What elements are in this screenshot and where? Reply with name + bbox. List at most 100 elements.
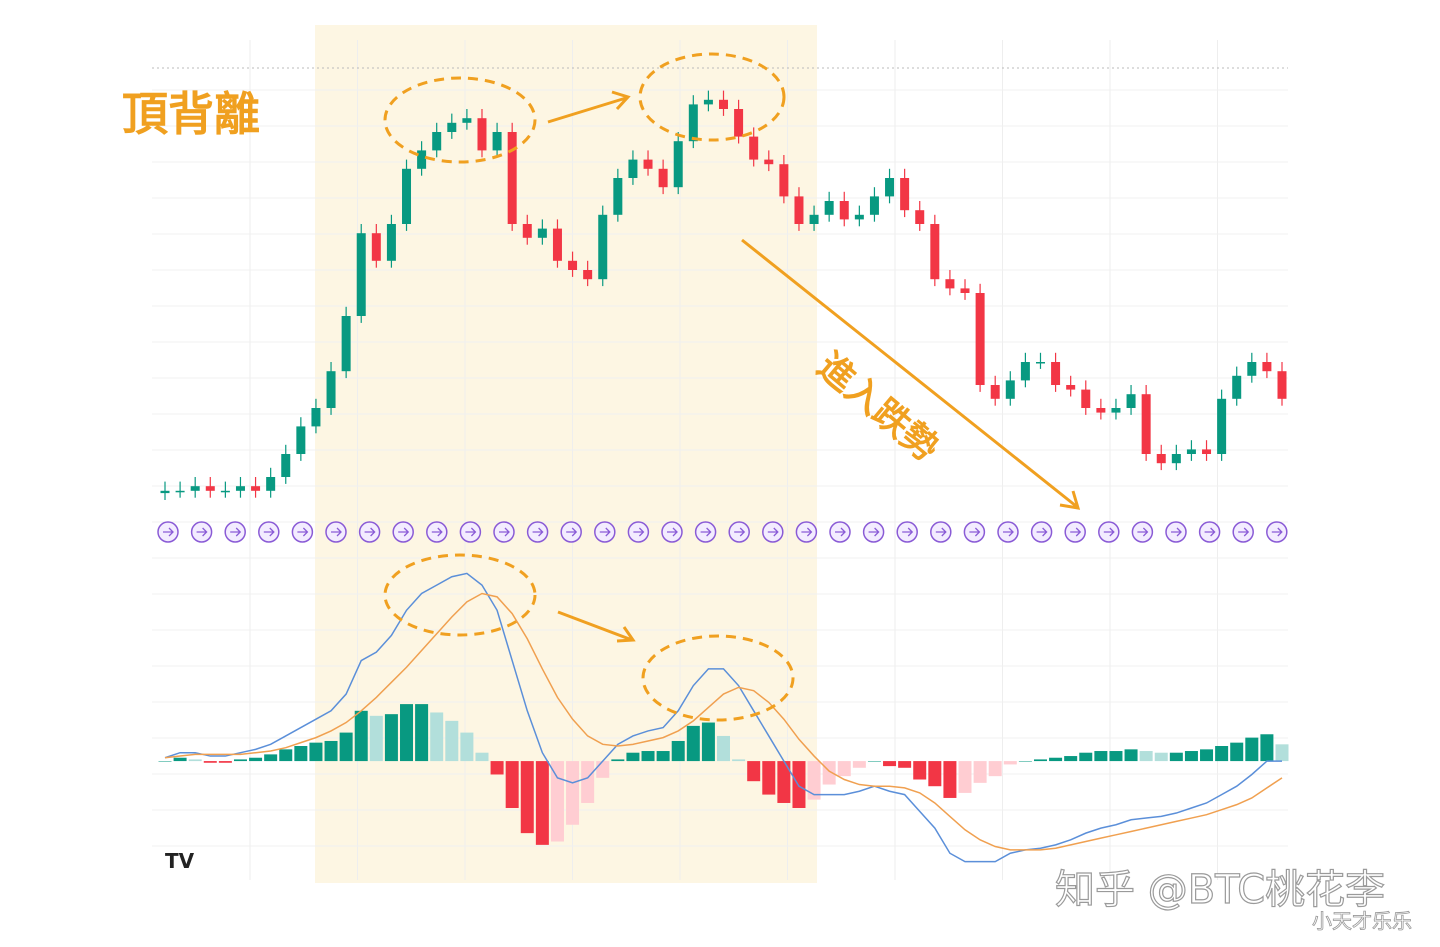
macd-histogram-bar	[898, 761, 912, 768]
candle-body	[1111, 408, 1121, 413]
candle-body	[311, 408, 321, 427]
candle-body	[1081, 389, 1091, 408]
macd-histogram-bar	[203, 761, 217, 763]
candle-body	[839, 201, 849, 220]
event-icon-glyph	[1070, 527, 1082, 537]
candle-body	[432, 132, 442, 151]
marks	[158, 90, 1289, 863]
macd-histogram-bar	[550, 761, 564, 842]
macd-histogram-bar	[384, 714, 398, 762]
macd-histogram-bar	[324, 740, 338, 762]
event-icon-glyph	[1171, 527, 1182, 537]
macd-histogram-bar	[807, 761, 821, 800]
divergence-ellipse	[638, 52, 786, 142]
macd-histogram-bar	[792, 761, 806, 808]
event-icon-glyph	[633, 527, 645, 537]
candle-body	[235, 486, 245, 491]
macd-histogram-bar	[1245, 737, 1259, 762]
candle-body	[462, 118, 472, 123]
macd-histogram-bar	[732, 759, 746, 762]
event-icon-glyph	[1137, 527, 1149, 537]
candle-body	[1202, 449, 1212, 454]
macd-histogram-bar	[837, 761, 851, 777]
candle-body	[960, 288, 970, 293]
candle-body	[809, 214, 819, 224]
candle-body	[1277, 371, 1287, 399]
candle-body	[1156, 454, 1166, 464]
macd-histogram-bar	[1064, 756, 1078, 762]
event-icon-glyph	[902, 527, 914, 537]
event-icon-glyph	[935, 527, 947, 537]
event-icon-glyph	[499, 527, 510, 537]
event-icon-glyph	[734, 527, 746, 537]
signal-line	[164, 592, 1283, 851]
event-icon-glyph	[1103, 527, 1115, 537]
macd-histogram-bar	[279, 749, 293, 762]
candle-body	[1126, 394, 1136, 408]
candle-body	[371, 233, 381, 261]
event-icons	[157, 521, 1288, 543]
macd-histogram-bar	[354, 710, 368, 762]
macd-histogram-bar	[671, 740, 685, 762]
macd-histogram-bar	[294, 746, 308, 762]
macd-histogram-bar	[1079, 752, 1093, 762]
macd-histogram-bar	[626, 752, 640, 762]
candle-body	[1232, 375, 1242, 399]
candle-body	[402, 168, 412, 224]
candle-body	[220, 490, 230, 493]
macd-histogram-bar	[188, 759, 202, 762]
macd-histogram-bar	[173, 757, 187, 762]
event-icon-glyph	[700, 527, 712, 537]
candle-body	[175, 490, 185, 493]
candle-body	[1051, 362, 1061, 385]
macd-histogram-bar	[1230, 742, 1244, 762]
candle-body	[869, 196, 879, 215]
candle-body	[900, 178, 910, 211]
candle-body	[341, 316, 351, 372]
candle-body	[990, 385, 1000, 399]
candle-body	[1096, 408, 1106, 413]
macd-histogram-bar	[1184, 751, 1198, 762]
candle-body	[356, 233, 366, 316]
macd-histogram-bar	[566, 761, 580, 825]
candle-body	[885, 178, 895, 197]
macd-histogram-bar	[1275, 744, 1289, 762]
event-icon-glyph	[599, 527, 611, 537]
arrow	[557, 610, 636, 643]
event-icon-glyph	[163, 527, 174, 537]
candle-body	[1066, 385, 1076, 390]
divergence-ellipse	[641, 634, 795, 722]
candle-body	[779, 164, 789, 197]
event-icon-glyph	[767, 527, 779, 537]
candle-body	[251, 486, 261, 491]
arrow	[741, 238, 1081, 510]
event-icon-glyph	[331, 527, 342, 537]
candle-body	[492, 132, 502, 151]
macd-histogram-bar	[686, 725, 700, 762]
macd-histogram-bar	[505, 761, 519, 808]
candle-body	[568, 260, 578, 270]
macd-histogram-bar	[415, 704, 429, 762]
candle-body	[1020, 362, 1030, 381]
candle-body	[1217, 398, 1227, 454]
macd-histogram-bar	[535, 761, 549, 845]
candle-body	[386, 224, 396, 261]
logo: TV	[165, 849, 195, 873]
macd-histogram-bar	[581, 761, 595, 803]
candle-body	[673, 141, 683, 188]
candle-body	[477, 118, 487, 151]
macd-histogram-bar	[264, 754, 278, 762]
macd-histogram-bar	[867, 761, 881, 762]
macd-histogram-bar	[400, 704, 414, 762]
event-icon-glyph	[532, 527, 544, 537]
macd-histogram-bar	[430, 712, 444, 762]
event-icon-glyph	[431, 527, 443, 537]
macd-histogram-bar	[641, 751, 655, 762]
annotations	[383, 52, 1081, 722]
candle-body	[643, 159, 653, 169]
annotation: 進入跌勢	[809, 345, 946, 469]
macd-histogram-bar	[883, 761, 897, 767]
event-icon-glyph	[1003, 527, 1014, 537]
